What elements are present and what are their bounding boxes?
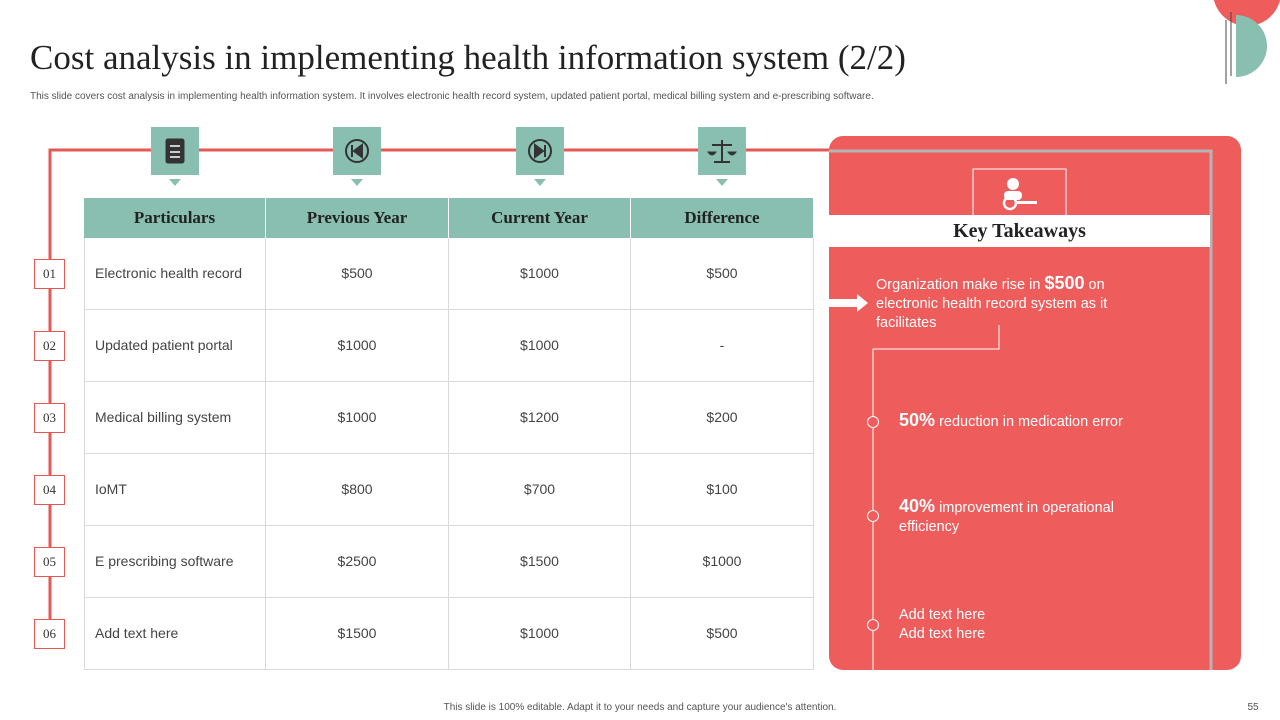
table-cell: Electronic health record (84, 238, 266, 310)
row-number: 05 (34, 547, 65, 577)
title: Cost analysis in implementing health inf… (30, 38, 906, 77)
column-header: Previous Year (266, 198, 449, 238)
table-cell: $1000 (631, 526, 814, 598)
table-cell: $1000 (266, 310, 449, 382)
table-cell: $100 (631, 454, 814, 526)
table-cell: $1000 (449, 310, 631, 382)
table-cell: $1500 (266, 598, 449, 670)
subtitle: This slide covers cost analysis in imple… (30, 91, 874, 102)
column-header: Current Year (449, 198, 631, 238)
lead-highlight: $500 (1044, 273, 1085, 293)
row-number: 04 (34, 475, 65, 505)
table-cell: $500 (631, 238, 814, 310)
takeaway-placeholder: Add text here Add text here (899, 606, 1139, 644)
table-cell: $800 (266, 454, 449, 526)
table-cell: $1200 (449, 382, 631, 454)
table-cell: $500 (266, 238, 449, 310)
row-number: 01 (34, 259, 65, 289)
lead-rest: on electronic health record system as it… (876, 277, 1108, 331)
table-cell: $1500 (449, 526, 631, 598)
footer-note: This slide is 100% editable. Adapt it to… (443, 702, 837, 713)
placeholder-line: Add text here (899, 607, 986, 623)
table-cell: $1000 (266, 382, 449, 454)
takeaway-item: 50% reduction in medication error (899, 411, 1139, 432)
item-highlight: 50% (899, 410, 936, 430)
row-number: 06 (34, 619, 65, 649)
placeholder-line: Add text here (899, 626, 986, 642)
table-cell: $500 (631, 598, 814, 670)
table-cell: Add text here (84, 598, 266, 670)
row-number: 02 (34, 331, 65, 361)
table-cell: IoMT (84, 454, 266, 526)
item-text: reduction in medication error (939, 414, 1123, 430)
takeaway-lead: Organization make rise in $500 on electr… (876, 274, 1136, 333)
table-cell: $700 (449, 454, 631, 526)
table-cell: Medical billing system (84, 382, 266, 454)
table-cell: $200 (631, 382, 814, 454)
takeaway-item: 40% improvement in operational efficienc… (899, 497, 1139, 537)
item-highlight: 40% (899, 496, 936, 516)
takeaways-title: Key Takeaways (829, 215, 1210, 247)
table-cell: $1000 (449, 238, 631, 310)
column-header: Difference (631, 198, 814, 238)
table-cell: $2500 (266, 526, 449, 598)
lead-text: Organization make rise in (876, 277, 1041, 293)
table-cell: E prescribing software (84, 526, 266, 598)
column-header: Particulars (84, 198, 266, 238)
table-cell: - (631, 310, 814, 382)
item-text: improvement in operational efficiency (899, 500, 1114, 535)
row-number: 03 (34, 403, 65, 433)
table-cell: $1000 (449, 598, 631, 670)
page-number: 55 (1247, 702, 1259, 713)
table-cell: Updated patient portal (84, 310, 266, 382)
